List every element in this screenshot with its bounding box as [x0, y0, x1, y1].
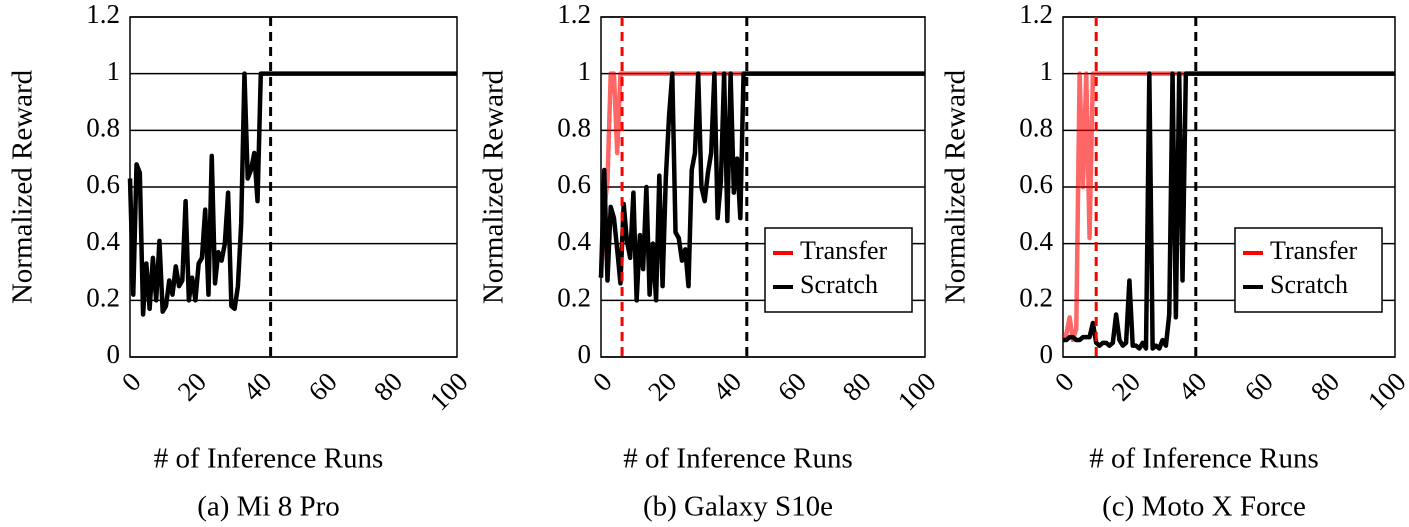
x-tick-label: 60 — [772, 366, 812, 406]
x-tick-label: 80 — [837, 366, 877, 406]
y-tick-label: 0.4 — [557, 226, 591, 256]
x-tick-label: 40 — [1172, 366, 1212, 406]
x-axis-label: # of Inference Runs — [623, 443, 853, 475]
x-axis-label: # of Inference Runs — [154, 443, 384, 475]
y-tick-label: 0.6 — [1019, 169, 1053, 199]
y-tick-label: 0 — [578, 339, 592, 369]
legend-label: Scratch — [1270, 270, 1348, 299]
legend-box — [1234, 227, 1383, 313]
caption: (a) Mi 8 Pro — [197, 491, 340, 523]
x-tick-label: 100 — [892, 366, 942, 416]
legend: Transfer Scratch — [1234, 227, 1383, 313]
caption: (b) Galaxy S10e — [643, 491, 833, 523]
legend-label: Transfer — [800, 236, 887, 265]
series-line — [1063, 71, 1395, 351]
legend: Transfer Scratch — [764, 227, 913, 313]
y-tick-label: 0 — [1040, 339, 1054, 369]
y-tick-label: 1 — [1040, 56, 1054, 86]
x-tick-label: 40 — [707, 366, 747, 406]
y-tick-label: 0.4 — [1019, 226, 1053, 256]
x-tick-label: 20 — [1106, 366, 1146, 406]
y-tick-label: 1.2 — [557, 0, 591, 29]
x-tick-label: 100 — [1362, 366, 1409, 416]
x-tick-label: 40 — [237, 366, 277, 406]
legend-label: Scratch — [800, 270, 878, 299]
series-line — [598, 71, 925, 303]
x-tick-label: 0 — [587, 366, 618, 397]
y-tick-label: 0.8 — [557, 113, 591, 143]
series-line — [1061, 71, 1395, 343]
x-tick-label: 20 — [172, 366, 212, 406]
y-tick-label: 0.2 — [1019, 283, 1053, 313]
y-axis-label: Normalized Reward — [940, 69, 972, 304]
y-tick-label: 1 — [578, 56, 592, 86]
legend-box — [764, 227, 913, 313]
y-tick-label: 0.6 — [557, 169, 591, 199]
x-axis-label: # of Inference Runs — [1089, 443, 1319, 475]
subplot: 0 0.2 0.4 0.6 0.8 1 1.2 0 20 40 60 80 100 Normalized … — [940, 0, 1409, 523]
x-tick-label: 60 — [1239, 366, 1279, 406]
plot-frame — [1062, 16, 1396, 358]
y-tick-label: 0.8 — [86, 113, 120, 143]
x-tick-label: 20 — [642, 366, 682, 406]
x-tick-label: 80 — [1305, 366, 1345, 406]
y-tick-label: 1.2 — [1019, 0, 1053, 29]
y-tick-label: 1 — [107, 56, 121, 86]
y-tick-label: 0.6 — [86, 169, 120, 199]
y-tick-label: 0.2 — [86, 283, 120, 313]
y-tick-label: 0.8 — [1019, 113, 1053, 143]
y-axis-label: Normalized Reward — [7, 69, 39, 304]
y-tick-label: 0.2 — [557, 283, 591, 313]
subplot: 0 0.2 0.4 0.6 0.8 1 1.2 0 20 40 60 80 100 Normalized … — [7, 0, 474, 523]
plot-frame — [600, 16, 926, 358]
legend-label: Transfer — [1270, 236, 1357, 265]
y-axis-label: Normalized Reward — [478, 69, 510, 304]
y-tick-label: 0.4 — [86, 226, 120, 256]
y-tick-label: 1.2 — [86, 0, 120, 29]
caption: (c) Moto X Force — [1102, 491, 1306, 523]
x-tick-label: 80 — [368, 366, 408, 406]
subplot: 0 0.2 0.4 0.6 0.8 1 1.2 0 20 40 60 80 100 Normalized … — [478, 0, 942, 523]
y-tick-label: 0 — [107, 339, 121, 369]
x-tick-label: 100 — [424, 366, 474, 416]
x-tick-label: 60 — [303, 366, 343, 406]
series-line — [127, 71, 457, 317]
x-tick-label: 0 — [116, 366, 147, 397]
x-tick-label: 0 — [1049, 366, 1080, 397]
